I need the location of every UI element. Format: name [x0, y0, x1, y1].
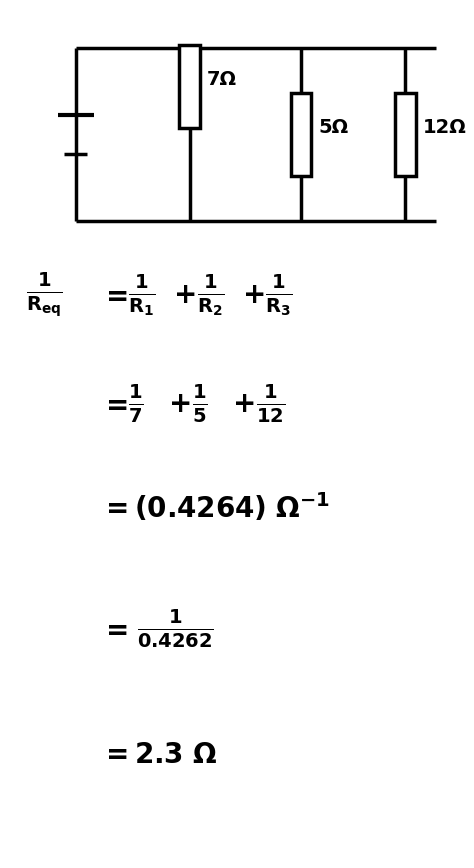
- Text: $\mathbf{\frac{1}{5}}$: $\mathbf{\frac{1}{5}}$: [192, 383, 208, 424]
- Text: $\mathbf{+}$: $\mathbf{+}$: [173, 281, 195, 309]
- Text: $\mathbf{=}$: $\mathbf{=}$: [100, 281, 128, 309]
- Text: $\mathbf{=}$: $\mathbf{=}$: [100, 615, 128, 643]
- Text: $\mathbf{=}$: $\mathbf{=}$: [100, 390, 128, 418]
- Bar: [291, 93, 311, 176]
- Text: 12Ω: 12Ω: [423, 118, 466, 137]
- Text: $\mathbf{\frac{1}{R_1}}$: $\mathbf{\frac{1}{R_1}}$: [128, 273, 155, 318]
- Text: $\mathbf{\frac{1}{12}}$: $\mathbf{\frac{1}{12}}$: [256, 383, 285, 424]
- Text: $\mathbf{\frac{1}{R_3}}$: $\mathbf{\frac{1}{R_3}}$: [265, 273, 292, 318]
- Text: $\mathbf{\frac{1}{R_2}}$: $\mathbf{\frac{1}{R_2}}$: [197, 273, 224, 318]
- Text: 5Ω: 5Ω: [319, 118, 349, 137]
- Text: $\mathbf{+}$: $\mathbf{+}$: [168, 390, 191, 418]
- Text: 7Ω: 7Ω: [207, 70, 237, 89]
- Bar: [395, 93, 416, 176]
- Text: $\mathbf{\frac{1}{7}}$: $\mathbf{\frac{1}{7}}$: [128, 383, 144, 424]
- Text: $\mathbf{\frac{1}{0.4262}}$: $\mathbf{\frac{1}{0.4262}}$: [137, 608, 214, 650]
- Text: $\mathbf{= 2.3\ \Omega}$: $\mathbf{= 2.3\ \Omega}$: [100, 741, 217, 769]
- Text: $\mathbf{+}$: $\mathbf{+}$: [242, 281, 264, 309]
- Text: $\mathbf{= (0.4264)\ \Omega^{-1}}$: $\mathbf{= (0.4264)\ \Omega^{-1}}$: [100, 491, 329, 524]
- Bar: [179, 45, 200, 128]
- Text: $\mathbf{\frac{1}{R_{eq}}}$: $\mathbf{\frac{1}{R_{eq}}}$: [26, 271, 63, 319]
- Text: $\mathbf{+}$: $\mathbf{+}$: [232, 390, 255, 418]
